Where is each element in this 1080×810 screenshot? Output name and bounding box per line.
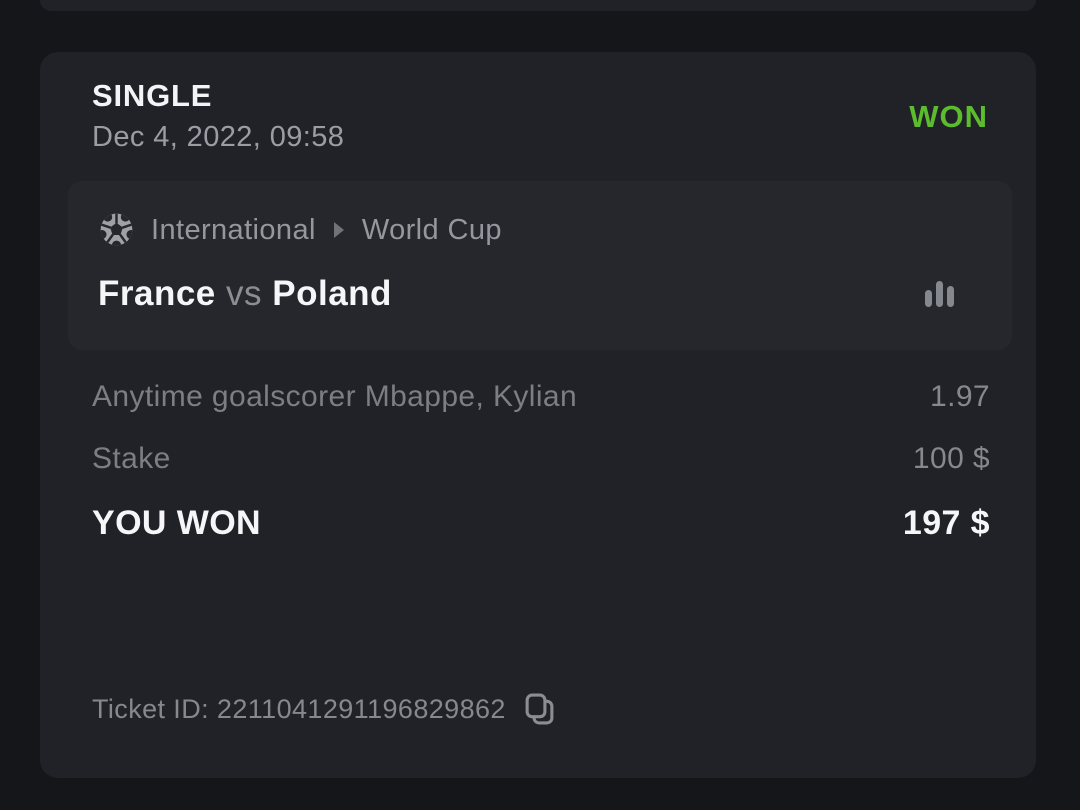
- away-team: Poland: [272, 274, 392, 313]
- stake-label: Stake: [92, 442, 171, 475]
- event-panel[interactable]: International World Cup France vs Poland: [68, 181, 1012, 350]
- selection-label: Anytime goalscorer Mbappe, Kylian: [92, 380, 578, 413]
- vs-label: vs: [226, 274, 263, 313]
- result-value: 197 $: [902, 504, 990, 542]
- chevron-right-icon: [333, 221, 344, 238]
- stake-row: Stake 100 $: [92, 440, 990, 478]
- bet-ticket-card: SINGLE Dec 4, 2022, 09:58 WON: [40, 52, 1036, 778]
- selection-odds: 1.97: [930, 380, 990, 413]
- soccer-ball-icon: [98, 211, 135, 248]
- breadcrumb-tournament: World Cup: [361, 213, 502, 246]
- bet-type-label: SINGLE: [92, 78, 213, 113]
- status-badge: WON: [909, 98, 988, 134]
- bet-datetime: Dec 4, 2022, 09:58: [92, 121, 345, 153]
- ticket-header-left: SINGLE Dec 4, 2022, 09:58: [92, 78, 344, 155]
- match-row: France vs Poland: [98, 270, 984, 318]
- home-team: France: [98, 274, 216, 313]
- match-title: France vs Poland: [98, 270, 392, 318]
- result-label: YOU WON: [92, 504, 262, 542]
- match-stats-button[interactable]: [922, 276, 956, 312]
- stake-value: 100 $: [912, 442, 990, 475]
- breadcrumb: International World Cup: [98, 211, 984, 248]
- copy-ticket-id-button[interactable]: [524, 692, 555, 726]
- bet-details: Anytime goalscorer Mbappe, Kylian 1.97 S…: [40, 350, 1036, 544]
- ticket-id-value: 2211041291196829862: [216, 694, 506, 724]
- copy-icon: [524, 692, 555, 726]
- ticket-id-text: Ticket ID: 2211041291196829862: [92, 692, 506, 726]
- ticket-header: SINGLE Dec 4, 2022, 09:58 WON: [40, 52, 1036, 155]
- ticket-id-label: Ticket ID:: [92, 694, 210, 724]
- selection-row: Anytime goalscorer Mbappe, Kylian 1.97: [92, 378, 990, 416]
- bar-chart-icon: [922, 276, 956, 312]
- breadcrumb-category: International: [151, 213, 316, 246]
- ticket-id-row: Ticket ID: 2211041291196829862: [40, 692, 1036, 778]
- previous-card-edge: [40, 0, 1036, 11]
- result-row: YOU WON 197 $: [92, 502, 990, 544]
